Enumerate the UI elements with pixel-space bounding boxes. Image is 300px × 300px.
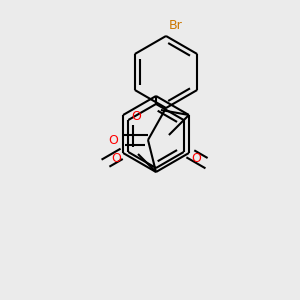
Text: Br: Br xyxy=(169,19,183,32)
Text: O: O xyxy=(108,134,118,146)
Text: O: O xyxy=(111,152,121,166)
Text: O: O xyxy=(131,110,141,124)
Text: O: O xyxy=(191,152,201,166)
